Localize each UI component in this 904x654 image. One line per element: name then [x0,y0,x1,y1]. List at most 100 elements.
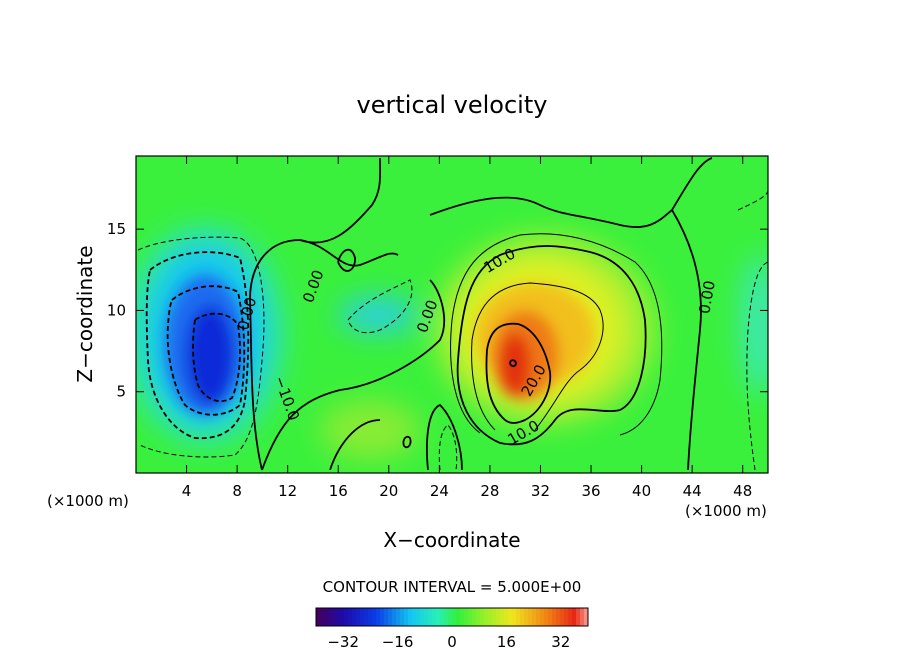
colorbar-bin [408,608,413,626]
colorbar-bin [336,608,341,626]
colorbar: −32 −16 0 16 32 [315,607,589,651]
velocity-field: 0.00 0.00 −10.0 0.00 10.0 20.0 10.0 0.00 [136,156,768,473]
colorbar-tick-label: −16 [382,633,414,651]
colorbar-tick-label: −32 [327,633,359,651]
x-axis-unit-right: (×1000 m) [685,502,767,520]
colorbar-frame [315,607,589,627]
contour-neg-center [347,279,413,334]
contour-zero-left [249,239,399,471]
colorbar-bin [468,608,473,626]
colorbar-bin [380,608,385,626]
colorbar-bin [556,608,561,626]
colorbar-bin [516,608,521,626]
colorbar-bin [520,608,525,626]
colorbar-bin [344,608,349,626]
x-tick-label: 32 [531,482,550,500]
x-tick-label: 8 [232,482,242,500]
colorbar-bin [416,608,421,626]
colorbar-bin [572,608,577,626]
colorbar-bin [340,608,345,626]
colorbar-bin [444,608,449,626]
contour-twenty-pos [485,322,552,424]
downdraft-core [186,305,234,405]
colorbar-bin [500,608,505,626]
colorbar-bin [472,608,477,626]
colorbar-bin [372,608,377,626]
colorbar-bin [476,608,481,626]
colorbar-bin [484,608,489,626]
colorbar-bin [560,608,565,626]
x-tick-label: 16 [329,482,348,500]
colorbar-bin [328,608,333,626]
colorbar-bin [584,608,589,626]
contour-neg-low [438,424,458,471]
y-axis: 5 10 15 [107,220,768,401]
contour-neg-twenty [166,285,246,416]
colorbar-bin [504,608,509,626]
x-tick-label: 24 [430,482,449,500]
colorbar-bin [524,608,529,626]
colorbar-bin [360,608,365,626]
negative-region-right [740,255,768,395]
contour-small-loop-2 [337,248,356,272]
colorbar-bin [428,608,433,626]
contour-neg-thirty [192,312,241,402]
colorbar-bin [508,608,513,626]
x-axis-label: X−coordinate [383,528,520,552]
colorbar-bin [404,608,409,626]
colorbar-bin [348,608,353,626]
colorbar-bin [432,608,437,626]
colorbar-tick-label: 0 [447,633,457,651]
colorbar-bin [436,608,441,626]
contour-peak [509,359,517,368]
colorbar-bin [480,608,485,626]
colorbar-bin [356,608,361,626]
negative-region-center [338,297,418,333]
colorbar-bin [396,608,401,626]
contour-neg-outer [137,236,265,458]
contour-zero-upper [429,196,673,228]
colorbar-bin [496,608,501,626]
contour-ten-pos [456,245,647,446]
contour-label: 0.00 [695,279,719,315]
colorbar-bin [448,608,453,626]
colorbar-bin [400,608,405,626]
x-tick-label: 40 [632,482,651,500]
colorbar-bin [368,608,373,626]
colorbar-bin [580,608,585,626]
y-tick-label: 10 [107,301,126,319]
colorbar-bin [324,608,329,626]
colorbar-bin [412,608,417,626]
x-axis-unit-left: (×1000 m) [47,492,129,510]
contour-fifteen-pos-ring [471,282,604,431]
x-tick-label: 4 [182,482,192,500]
y-axis-label: Z−coordinate [73,245,97,382]
contour-zero-right [671,157,713,471]
colorbar-bin [512,608,517,626]
colorbar-bin [564,608,569,626]
colorbar-bin [548,608,553,626]
chart-title: vertical velocity [357,91,548,119]
colorbar-bin [536,608,541,626]
colorbar-bin [376,608,381,626]
contour-lines [137,157,768,471]
y-tick-label: 15 [107,220,126,238]
colorbar-tick-label: 16 [497,633,516,651]
colorbar-bin [364,608,369,626]
colorbar-bin [332,608,337,626]
contour-neg-ten [145,251,250,440]
colorbar-bin [464,608,469,626]
colorbar-bin [424,608,429,626]
colorbar-bin [492,608,497,626]
x-tick-label: 12 [278,482,297,500]
colorbar-bin [452,608,457,626]
positive-region-low [320,400,420,460]
colorbar-bin [440,608,445,626]
colorbar-bin [540,608,545,626]
y-tick-label: 5 [116,383,126,401]
colorbar-bin [392,608,397,626]
plot-frame [135,155,769,474]
colorbar-bin [384,608,389,626]
contour-five-pos-ring [450,233,663,436]
